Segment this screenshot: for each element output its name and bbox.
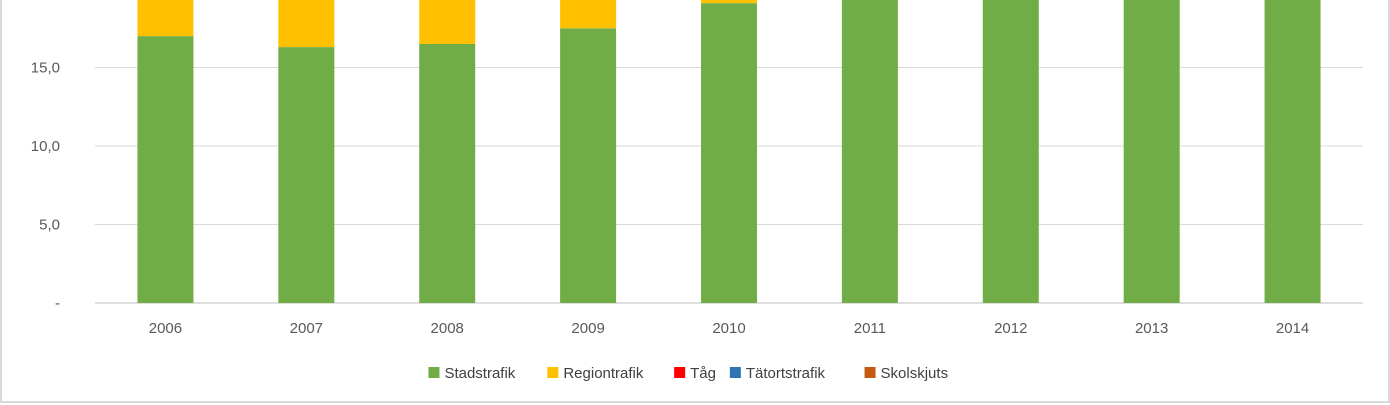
x-tick-label: 2006 — [149, 320, 182, 337]
bar-stadstrafik-2013 — [1123, 0, 1180, 303]
bar-stadstrafik-2006 — [137, 36, 194, 304]
bar-stadstrafik-2011 — [841, 0, 898, 303]
legend-label: Skolskjuts — [881, 365, 949, 382]
bar-regiontrafik-2006 — [137, 0, 194, 37]
bar-regiontrafik-2009 — [560, 0, 617, 29]
x-tick-label: 2012 — [994, 320, 1027, 337]
y-tick-label: 10,0 — [31, 138, 60, 155]
bars — [137, 0, 1321, 304]
legend-swatch-skolskjuts — [864, 367, 876, 378]
bar-stadstrafik-2007 — [278, 47, 335, 303]
bar-stadstrafik-2009 — [560, 28, 617, 304]
x-tick-label: 2007 — [290, 320, 323, 337]
bar-stadstrafik-2012 — [982, 0, 1039, 303]
legend-label: Tåg — [690, 365, 716, 382]
bar-regiontrafik-2008 — [419, 0, 476, 44]
bar-stadstrafik-2010 — [701, 3, 757, 304]
x-tick-label: 2010 — [712, 320, 745, 337]
legend-label: Regiontrafik — [563, 365, 644, 382]
x-tick-label: 2013 — [1135, 320, 1168, 337]
x-tick-label: 2014 — [1276, 320, 1309, 337]
legend: Stadstrafik Regiontrafik Tåg Tätortstrafik S… — [428, 365, 948, 382]
legend-label: Tätortstrafik — [746, 365, 826, 382]
legend-label: Stadstrafik — [444, 365, 515, 382]
bar-regiontrafik-2007 — [278, 0, 335, 48]
y-tick-label: - — [55, 295, 60, 312]
x-tick-label: 2008 — [431, 320, 464, 337]
x-tick-label: 2011 — [854, 320, 886, 337]
axes: - 5,0 10,0 15,0 2006 2007 2008 2009 2010 2011 2012… — [31, 60, 1309, 337]
legend-swatch-tätortstrafik — [729, 367, 741, 378]
legend-swatch-tåg — [674, 367, 686, 378]
x-tick-label: 2009 — [571, 320, 604, 337]
legend-swatch-regiontrafik — [547, 367, 559, 378]
legend-swatch-stadstrafik — [428, 367, 440, 378]
y-tick-label: 5,0 — [39, 217, 60, 234]
bar-stadstrafik-2008 — [419, 43, 476, 303]
bar-regiontrafik-2010 — [701, 0, 757, 4]
y-tick-label: 15,0 — [31, 60, 60, 77]
bar-stadstrafik-2014 — [1264, 0, 1321, 303]
